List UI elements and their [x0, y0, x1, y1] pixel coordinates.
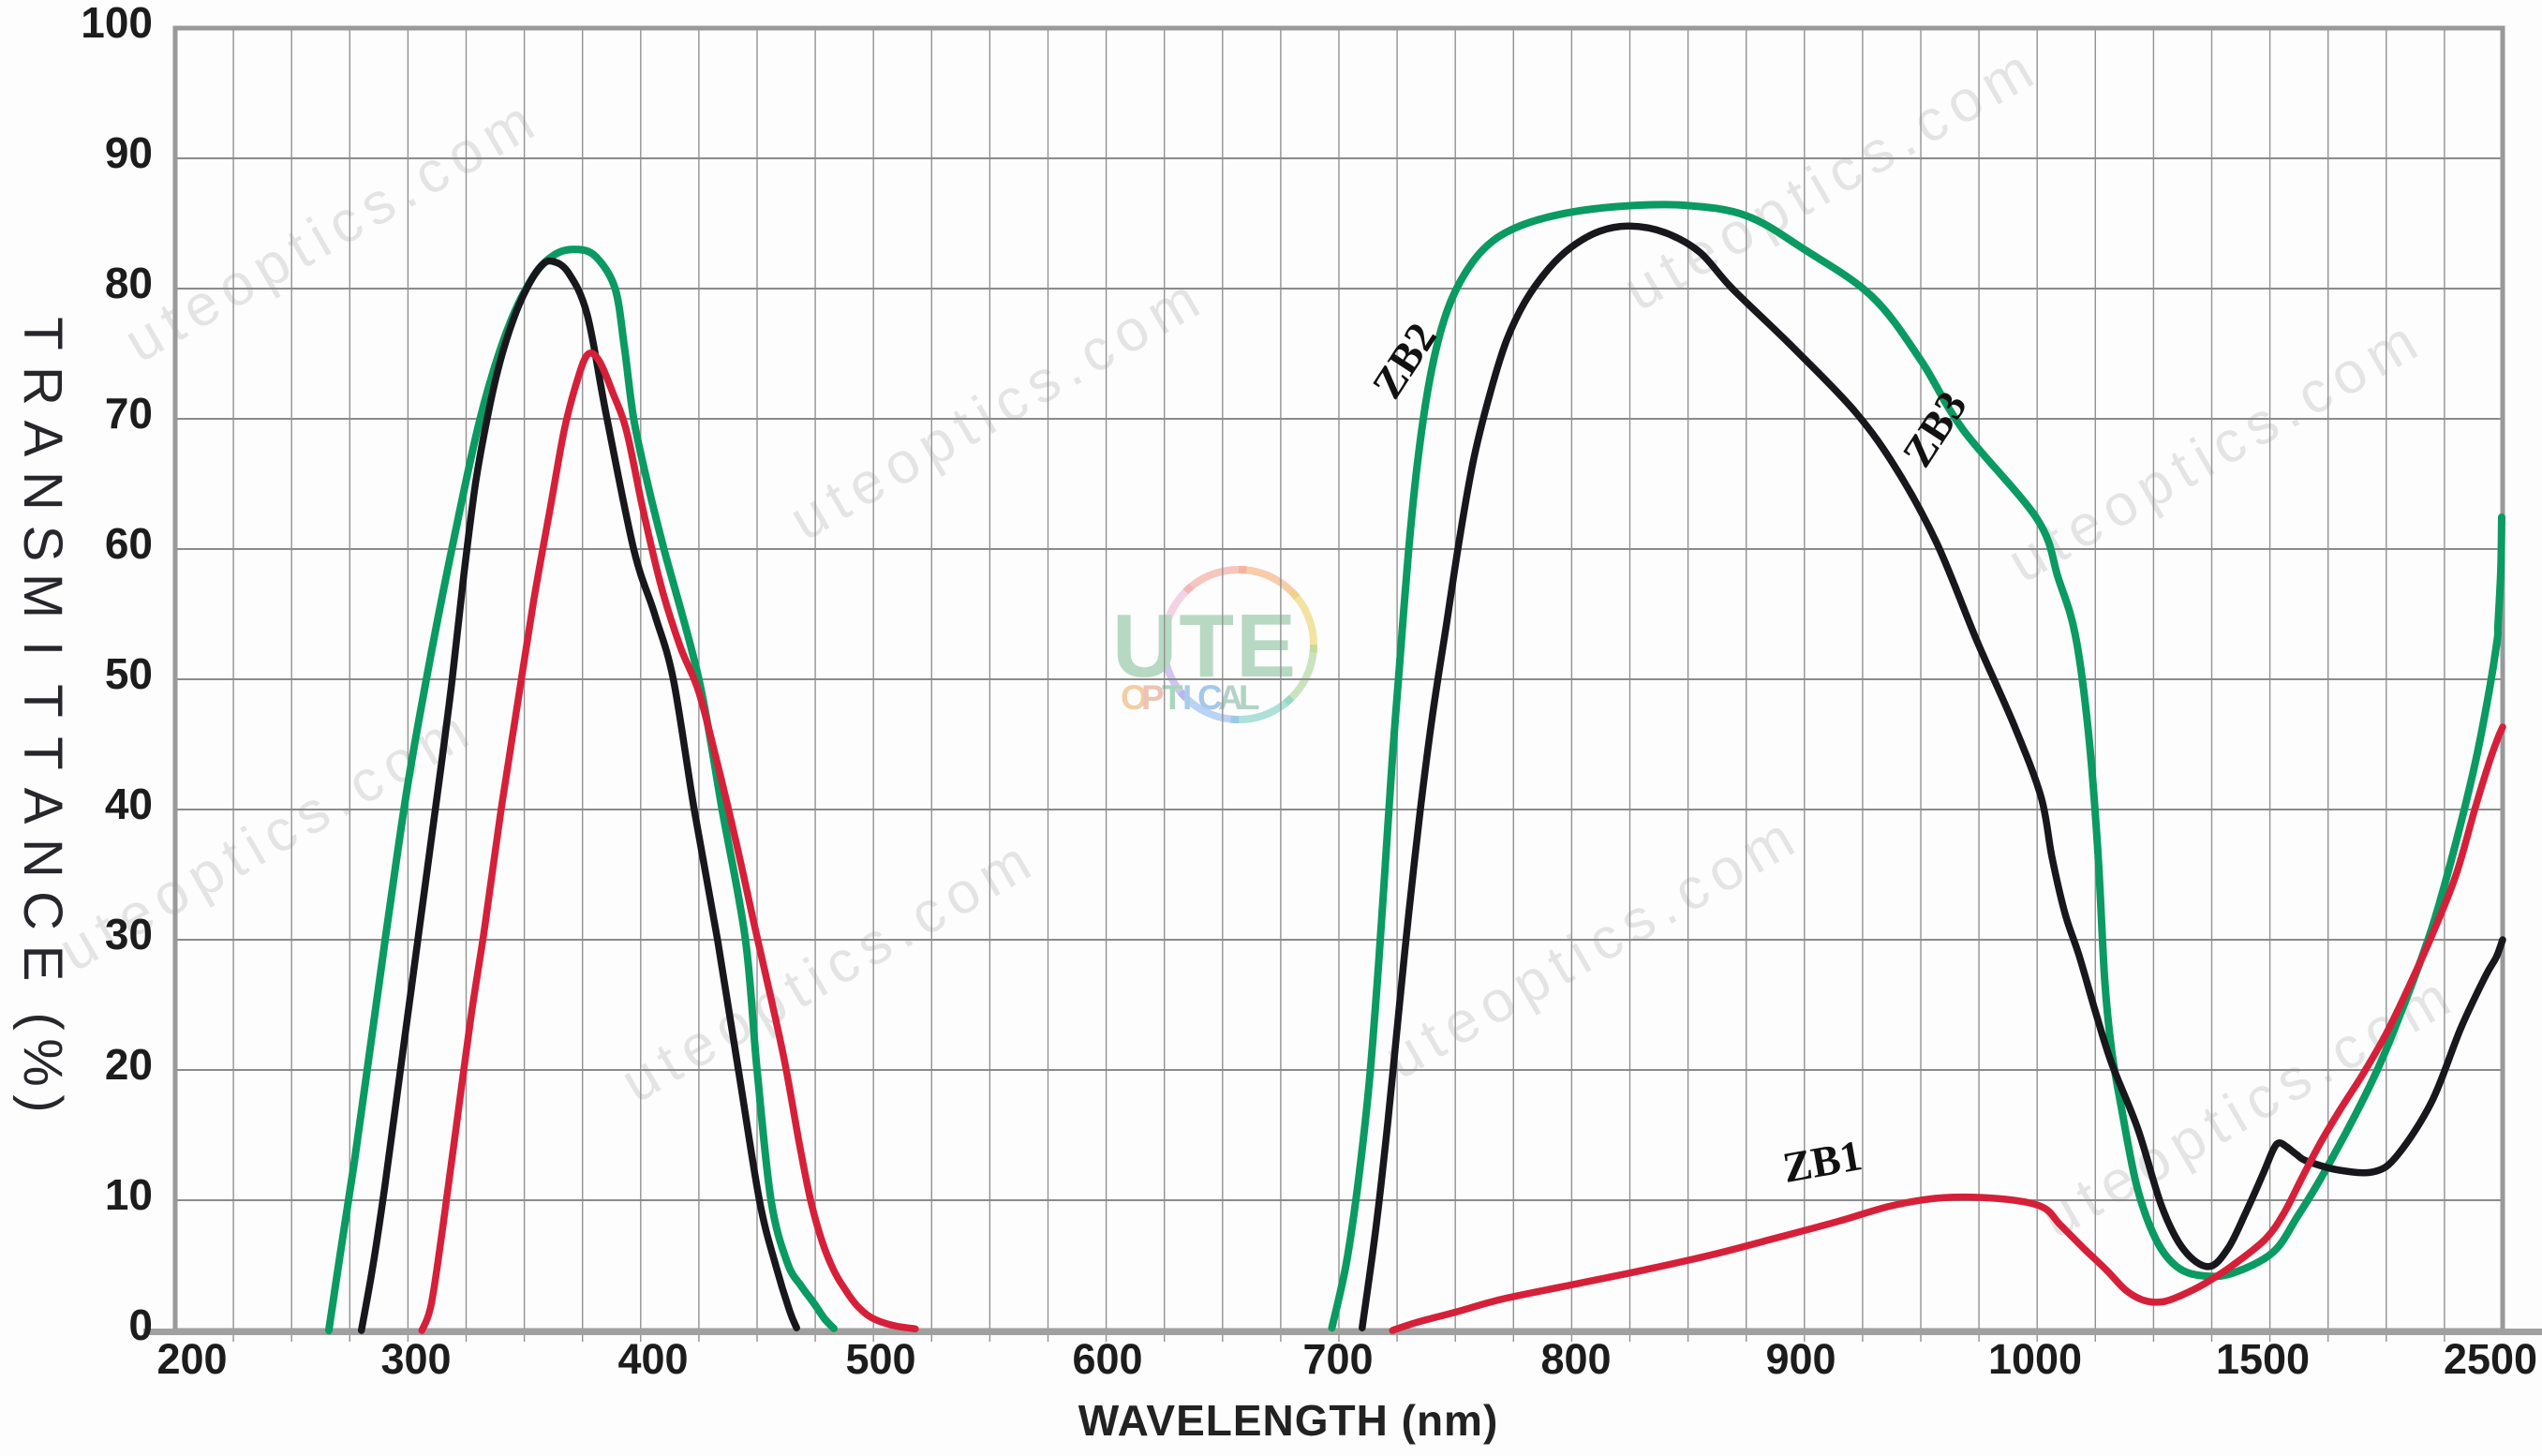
svg-text:40: 40	[105, 780, 153, 828]
svg-text:P: P	[1141, 678, 1165, 717]
svg-text:90: 90	[105, 128, 153, 177]
svg-text:T: T	[1162, 678, 1183, 717]
svg-text:T: T	[12, 317, 73, 349]
svg-text:10: 10	[105, 1170, 153, 1219]
svg-text:T: T	[12, 684, 73, 717]
svg-text:A: A	[12, 421, 73, 457]
svg-text:S: S	[12, 526, 73, 562]
svg-text:60: 60	[105, 519, 153, 568]
svg-text:N: N	[12, 839, 73, 878]
svg-text:100: 100	[81, 0, 153, 47]
svg-text:E: E	[12, 945, 73, 982]
svg-text:O: O	[1121, 678, 1148, 717]
svg-text:50: 50	[105, 649, 153, 698]
svg-text:N: N	[12, 471, 73, 511]
svg-text:400: 400	[617, 1335, 688, 1383]
svg-text:): )	[12, 1094, 73, 1112]
svg-text:2500: 2500	[2444, 1335, 2537, 1383]
svg-text:0: 0	[128, 1300, 153, 1349]
svg-text:600: 600	[1072, 1335, 1142, 1383]
svg-text:800: 800	[1540, 1335, 1611, 1383]
svg-text:T: T	[12, 736, 73, 769]
svg-text:80: 80	[105, 259, 153, 307]
svg-text:1000: 1000	[1988, 1335, 2082, 1383]
svg-text:%: %	[12, 1038, 73, 1087]
svg-text:C: C	[1197, 678, 1223, 717]
svg-text:700: 700	[1302, 1335, 1373, 1383]
svg-text:WAVELENGTH (nm): WAVELENGTH (nm)	[1078, 1396, 1499, 1445]
svg-text:A: A	[12, 788, 73, 825]
svg-text:1500: 1500	[2216, 1335, 2310, 1383]
svg-text:I: I	[12, 641, 73, 656]
svg-text:M: M	[12, 573, 73, 618]
svg-text:70: 70	[105, 389, 153, 438]
svg-text:20: 20	[105, 1040, 153, 1089]
svg-text:500: 500	[845, 1335, 915, 1383]
svg-text:900: 900	[1765, 1335, 1836, 1383]
svg-text:L: L	[1239, 678, 1260, 717]
svg-text:R: R	[12, 366, 73, 406]
svg-text:30: 30	[105, 910, 153, 958]
svg-text:I: I	[1182, 678, 1192, 717]
svg-text:C: C	[12, 891, 73, 930]
svg-text:300: 300	[380, 1335, 451, 1383]
svg-text:(: (	[12, 1012, 73, 1030]
svg-text:200: 200	[156, 1335, 227, 1383]
